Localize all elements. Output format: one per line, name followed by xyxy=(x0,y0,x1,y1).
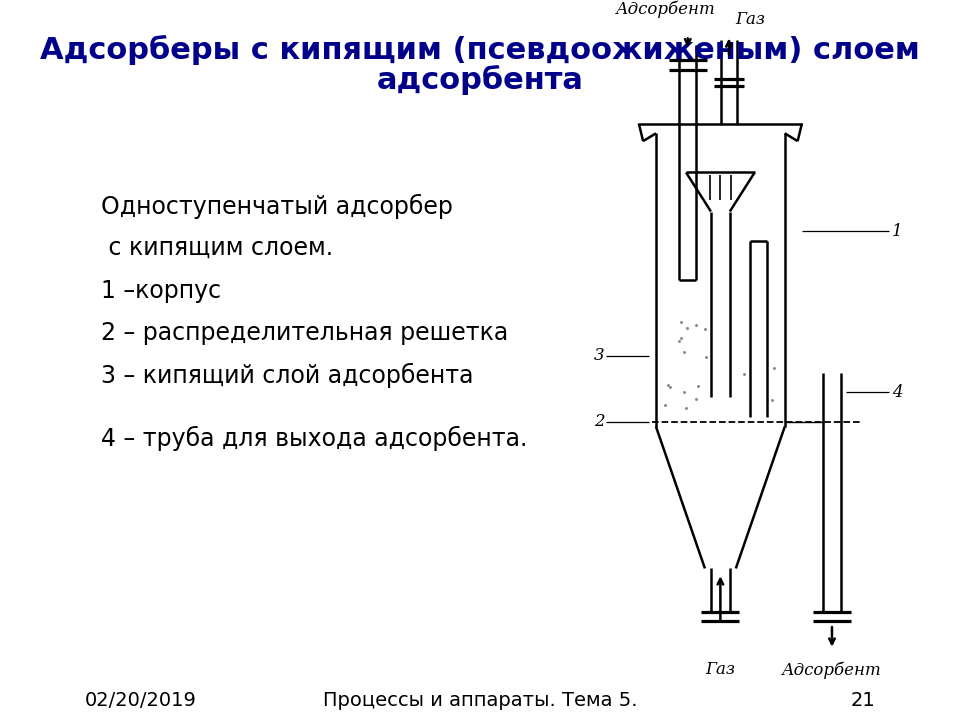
Text: Адсорберы с кипящим (псевдоожиженым) слоем: Адсорберы с кипящим (псевдоожиженым) сло… xyxy=(40,35,920,66)
Text: 21: 21 xyxy=(851,691,875,710)
Text: Процессы и аппараты. Тема 5.: Процессы и аппараты. Тема 5. xyxy=(323,691,637,710)
Text: 1: 1 xyxy=(892,222,902,240)
Text: с кипящим слоем.: с кипящим слоем. xyxy=(101,236,333,261)
Text: Одноступенчатый адсорбер: Одноступенчатый адсорбер xyxy=(101,194,453,219)
Text: Газ: Газ xyxy=(735,11,765,27)
Text: Газ: Газ xyxy=(706,662,735,678)
Text: 4 – труба для выхода адсорбента.: 4 – труба для выхода адсорбента. xyxy=(101,426,527,451)
Text: 4: 4 xyxy=(892,384,902,401)
Text: Адсорбент: Адсорбент xyxy=(782,662,882,679)
Text: 2 – распределительная решетка: 2 – распределительная решетка xyxy=(101,321,508,345)
Text: 02/20/2019: 02/20/2019 xyxy=(85,691,197,710)
Text: Адсорбент: Адсорбент xyxy=(616,1,716,18)
Text: 3: 3 xyxy=(594,347,605,364)
Text: адсорбента: адсорбента xyxy=(376,65,584,94)
Text: 3 – кипящий слой адсорбента: 3 – кипящий слой адсорбента xyxy=(101,362,473,387)
Text: 1 –корпус: 1 –корпус xyxy=(101,279,221,302)
Text: 2: 2 xyxy=(594,413,605,431)
